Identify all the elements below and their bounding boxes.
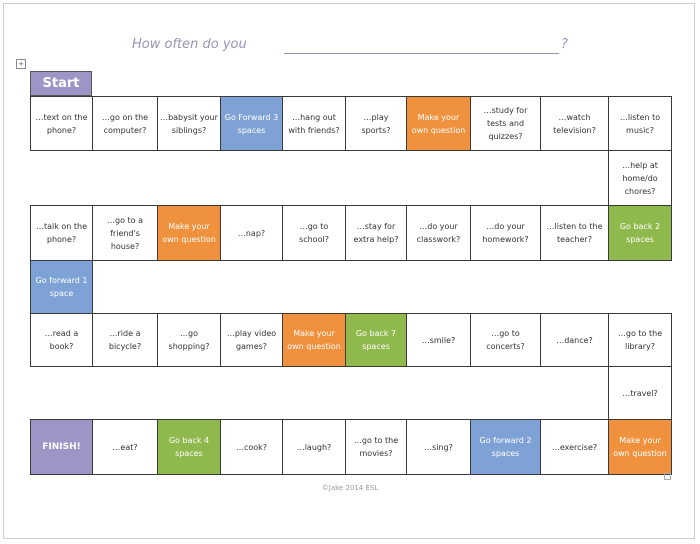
board-square: …study for tests and quizzes? (470, 96, 541, 151)
board-square: …cook? (220, 419, 283, 475)
title-blank-line (284, 53, 559, 54)
board-square: …nap? (220, 205, 283, 261)
board-square: …sing? (406, 419, 471, 475)
board-square: …go on the computer? (92, 96, 158, 151)
board-square: Go back 7 spaces (345, 313, 407, 367)
board-square: …laugh? (282, 419, 346, 475)
start-label: Start (30, 71, 92, 96)
board-square: …talk on the phone? (30, 205, 93, 261)
board-square: …listen to music? (608, 96, 672, 151)
board-square: Go Forward 3 spaces (220, 96, 283, 151)
board-square: …watch television? (540, 96, 609, 151)
copyright-footer: ©Jake 2014 ESL (321, 484, 379, 492)
page-frame (3, 3, 695, 539)
board-square: Make your own question (282, 313, 346, 367)
finish-square: FINISH! (30, 419, 93, 475)
board-square: …listen to the teacher? (540, 205, 609, 261)
board-square: …smile? (406, 313, 471, 367)
resize-handle-icon[interactable] (664, 473, 671, 480)
board-square: Go forward 2 spaces (470, 419, 541, 475)
board-square: …ride a bicycle? (92, 313, 158, 367)
board-square: …do your classwork? (406, 205, 471, 261)
move-handle-icon[interactable]: + (16, 59, 26, 69)
board-square: …text on the phone? (30, 96, 93, 151)
board-square: Go back 2 spaces (608, 205, 672, 261)
board-square: Go forward 1 space (30, 260, 93, 314)
board-square: …play sports? (345, 96, 407, 151)
board-square: …go to a friend's house? (92, 205, 158, 261)
board-square: …go to the library? (608, 313, 672, 367)
board-square: Go back 4 spaces (157, 419, 221, 475)
board-square: …do your homework? (470, 205, 541, 261)
board-square: …play video games? (220, 313, 283, 367)
board-square: …exercise? (540, 419, 609, 475)
board-square: …go to school? (282, 205, 346, 261)
worksheet-title: How often do you (132, 37, 247, 52)
board-square: …travel? (608, 366, 672, 420)
board-square: …go shopping? (157, 313, 221, 367)
board-square: Make your own question (608, 419, 672, 475)
board-square: …read a book? (30, 313, 93, 367)
title-question-mark: ? (561, 37, 568, 52)
board-square: …go to the movies? (345, 419, 407, 475)
board-square: …stay for extra help? (345, 205, 407, 261)
board-square: Make your own question (406, 96, 471, 151)
board-square: …dance? (540, 313, 609, 367)
board-square: …help at home/do chores? (608, 150, 672, 206)
board-square: Make your own question (157, 205, 221, 261)
board-square: …eat? (92, 419, 158, 475)
board-square: …hang out with friends? (282, 96, 346, 151)
board-square: …babysit your siblings? (157, 96, 221, 151)
board-square: …go to concerts? (470, 313, 541, 367)
